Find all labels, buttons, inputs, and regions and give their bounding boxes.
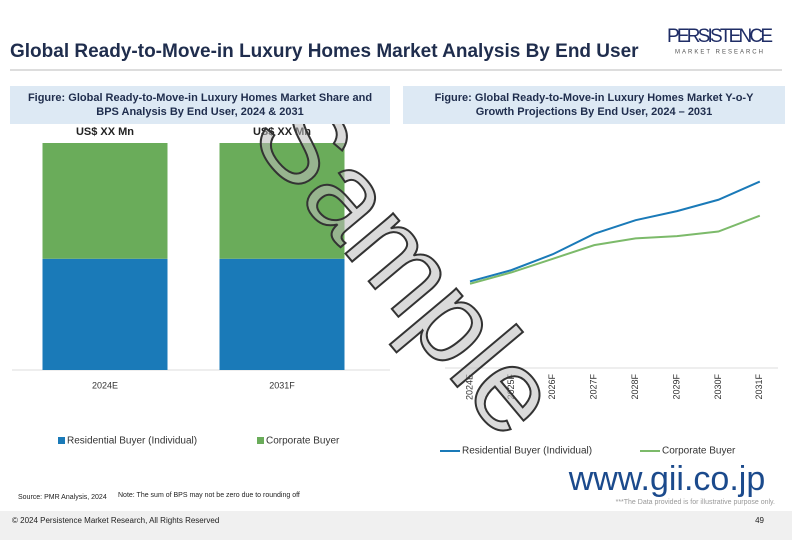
panel-title: Figure: Global Ready-to-Move-in Luxury H… (403, 86, 785, 124)
bar-segment (42, 258, 168, 370)
x-tick-label: 2030F (713, 374, 723, 400)
legend-label: Corporate Buyer (662, 446, 736, 457)
source: Source: PMR Analysis, 2024 (18, 494, 107, 501)
legend-label: Corporate Buyer (266, 436, 340, 447)
x-tick-label: 2031F (269, 380, 295, 390)
total-label: US$ XX Mn (76, 126, 134, 138)
panel-title: Figure: Global Ready-to-Move-in Luxury H… (10, 86, 390, 124)
x-tick-label: 2024E (464, 374, 474, 400)
legend-swatch (257, 437, 264, 444)
copyright: © 2024 Persistence Market Research, All … (12, 516, 219, 525)
x-tick-label: 2025F (506, 374, 516, 400)
x-tick-label: 2029F (671, 374, 681, 400)
x-tick-label: 2028F (630, 374, 640, 400)
page-number: 49 (755, 516, 764, 525)
footer-bar (0, 511, 792, 540)
page-title: Global Ready-to-Move-in Luxury Homes Mar… (10, 41, 639, 62)
website: www.gii.co.jp (568, 460, 766, 498)
disclaimer: ***The Data provided is for illustrative… (616, 499, 775, 506)
x-tick-label: 2026F (547, 374, 557, 400)
bar-segment (219, 143, 345, 259)
series-line (469, 180, 761, 283)
bar-segment (42, 143, 168, 259)
x-tick-label: 2027F (589, 374, 599, 400)
total-label: US$ XX Mn (253, 126, 311, 138)
bar-segment (219, 258, 345, 370)
series-line (469, 214, 761, 285)
legend-swatch (58, 437, 65, 444)
legend-label: Residential Buyer (Individual) (67, 436, 197, 447)
legend-label: Residential Buyer (Individual) (462, 446, 592, 457)
x-tick-label: 2031F (754, 374, 764, 400)
logo-sub: MARKET RESEARCH (675, 50, 765, 56)
logo: PERSISTENCE (667, 26, 773, 47)
x-tick-label: 2024E (92, 380, 118, 390)
note: Note: The sum of BPS may not be zero due… (118, 492, 300, 499)
